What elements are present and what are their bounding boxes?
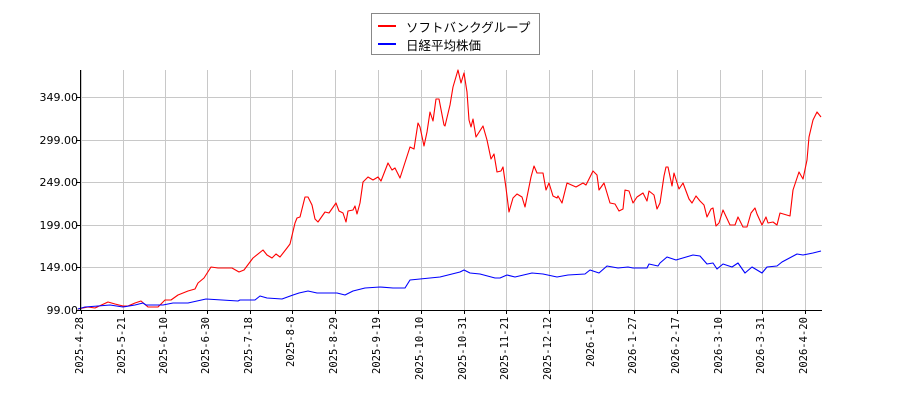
x-tick-label: 2025-5-21 [116, 316, 128, 374]
y-tick-label: 99.00 [46, 303, 79, 317]
legend-swatch-blue [378, 43, 396, 45]
x-tick-label: 2026-3-10 [713, 316, 725, 374]
x-tick-label: 2026-4-20 [798, 316, 810, 374]
y-tick-label: 249.00 [39, 175, 79, 189]
y-tick-label: 149.00 [39, 260, 79, 274]
series-lines [77, 69, 822, 310]
x-tick-label: 2026-2-17 [670, 316, 682, 374]
x-tick-label: 2025-9-19 [371, 316, 383, 374]
series-line [77, 250, 822, 310]
x-tick-label: 2025-10-31 [457, 316, 469, 380]
x-tick-label: 2026-1-6 [585, 316, 597, 368]
series-line [77, 69, 822, 310]
x-tick-label: 2025-7-18 [243, 316, 255, 374]
x-tick-label: 2026-3-31 [755, 316, 767, 374]
x-tick-label: 2025-8-8 [285, 316, 297, 368]
legend-label: 日経平均株価 [406, 37, 482, 53]
legend-label: ソフトバンクグループ [406, 19, 531, 35]
legend-swatch-red [378, 25, 396, 27]
x-tick-label: 2025-4-28 [74, 316, 86, 374]
legend-item-softbank: ソフトバンクグループ [378, 17, 530, 35]
x-tick-label: 2025-10-10 [414, 316, 426, 380]
legend-item-nikkei: 日経平均株価 [378, 35, 481, 53]
x-tick-label: 2025-6-10 [158, 316, 170, 374]
chart-legend: ソフトバンクグループ 日経平均株価 [371, 13, 540, 55]
x-tick-label: 2025-6-30 [200, 316, 212, 374]
y-tick-label: 299.00 [39, 133, 79, 147]
x-tick-label: 2025-12-12 [542, 316, 554, 380]
x-tick-label: 2026-1-27 [627, 316, 639, 374]
x-tick-label: 2025-11-21 [499, 316, 511, 380]
x-tick-label: 2025-8-29 [328, 316, 340, 374]
y-tick-label: 349.00 [39, 90, 79, 104]
y-tick-label: 199.00 [39, 218, 79, 232]
axes [76, 70, 822, 314]
